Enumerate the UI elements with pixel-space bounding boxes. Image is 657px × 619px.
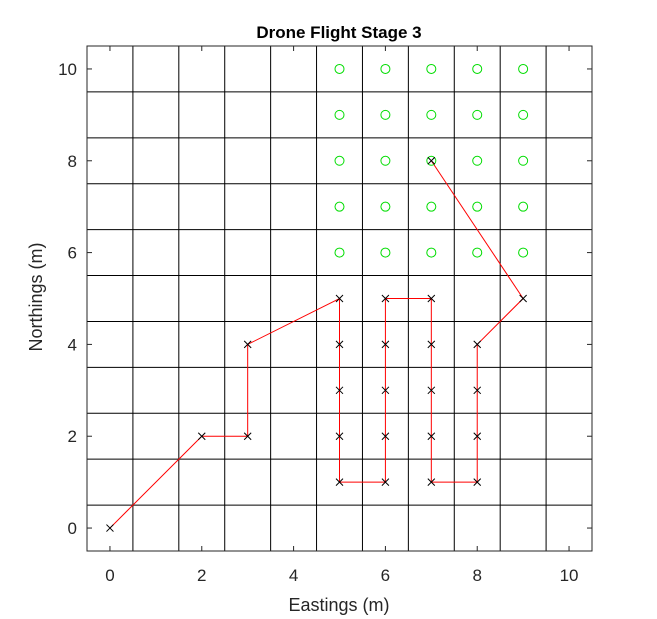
target-marker	[380, 201, 391, 212]
waypoint-marker	[381, 478, 390, 486]
waypoint-stroke	[106, 524, 114, 532]
target-marker	[380, 155, 391, 166]
waypoint-stroke	[243, 340, 252, 349]
target-marker	[426, 63, 437, 74]
waypoint-stroke	[381, 478, 390, 486]
waypoint-marker	[335, 294, 344, 303]
waypoint-stroke	[381, 340, 390, 349]
waypoint-marker	[427, 432, 436, 441]
waypoint-marker	[243, 432, 252, 441]
waypoint-marker	[106, 524, 114, 532]
waypoint-stroke	[197, 432, 206, 441]
target-marker	[380, 109, 391, 120]
waypoint-marker	[243, 340, 252, 349]
waypoint-marker	[335, 432, 344, 441]
waypoint-marker	[473, 386, 482, 395]
target-marker	[426, 201, 437, 212]
waypoint-marker	[197, 432, 206, 441]
target-marker	[334, 201, 345, 212]
waypoint-stroke	[427, 386, 436, 395]
target-marker	[426, 247, 437, 258]
target-marker	[518, 155, 529, 166]
waypoint-marker	[381, 294, 390, 303]
waypoint-marker	[427, 478, 436, 486]
target-marker	[334, 155, 345, 166]
waypoint-marker	[473, 432, 482, 441]
waypoint-stroke	[335, 294, 344, 303]
target-marker	[518, 247, 529, 258]
waypoint-stroke	[427, 156, 436, 165]
waypoint-marker	[427, 340, 436, 349]
axes	[86, 45, 593, 552]
waypoint-marker	[381, 432, 390, 441]
waypoint-stroke	[473, 340, 482, 349]
y-tick-label: 2	[68, 427, 77, 446]
waypoint-stroke	[335, 478, 344, 486]
waypoint-stroke	[381, 432, 390, 441]
waypoint-stroke	[335, 386, 344, 395]
y-axis-label: Northings (m)	[26, 242, 46, 351]
target-marker	[380, 247, 391, 258]
waypoint-marker	[473, 478, 482, 486]
x-tick-label: 2	[197, 566, 206, 585]
target-marker	[472, 247, 483, 258]
waypoint-marker	[473, 340, 482, 349]
waypoint-marker	[335, 340, 344, 349]
x-tick-label: 8	[472, 566, 481, 585]
target-markers	[334, 63, 529, 258]
tick-labels: 0 2 4 6 8 10 0 2 4 6 8 10	[58, 60, 578, 585]
waypoint-stroke	[243, 432, 252, 441]
waypoint-stroke	[427, 294, 436, 303]
target-marker	[334, 63, 345, 74]
y-tick-label: 10	[58, 60, 77, 79]
waypoint-stroke	[519, 294, 527, 303]
waypoint-marker	[519, 294, 527, 303]
y-tick-label: 8	[68, 152, 77, 171]
waypoint-markers	[106, 156, 527, 532]
waypoint-marker	[335, 386, 344, 395]
waypoint-stroke	[427, 340, 436, 349]
waypoint-stroke	[473, 386, 482, 395]
target-marker	[518, 201, 529, 212]
target-marker	[518, 109, 529, 120]
axes-box	[86, 45, 593, 552]
target-marker	[426, 155, 437, 166]
x-axis-label: Eastings (m)	[288, 595, 389, 615]
y-tick-label: 0	[68, 519, 77, 538]
target-marker	[380, 63, 391, 74]
waypoint-marker	[335, 478, 344, 486]
waypoint-marker	[427, 156, 436, 165]
chart-title: Drone Flight Stage 3	[256, 23, 421, 42]
target-marker	[334, 109, 345, 120]
waypoint-stroke	[381, 294, 390, 303]
target-marker	[472, 109, 483, 120]
waypoint-stroke	[473, 478, 482, 486]
x-tick-label: 4	[289, 566, 298, 585]
waypoint-marker	[381, 386, 390, 395]
waypoint-stroke	[335, 432, 344, 441]
waypoint-stroke	[427, 432, 436, 441]
target-marker	[518, 63, 529, 74]
x-tick-label: 10	[560, 566, 579, 585]
target-marker	[334, 247, 345, 258]
target-marker	[426, 109, 437, 120]
y-tick-label: 4	[68, 335, 77, 354]
x-tick-label: 0	[105, 566, 114, 585]
waypoint-stroke	[335, 340, 344, 349]
waypoint-marker	[427, 294, 436, 303]
target-marker	[472, 155, 483, 166]
waypoint-stroke	[381, 386, 390, 395]
waypoint-marker	[427, 386, 436, 395]
x-tick-label: 6	[381, 566, 390, 585]
y-tick-label: 6	[68, 244, 77, 263]
waypoint-stroke	[473, 432, 482, 441]
waypoint-marker	[381, 340, 390, 349]
target-marker	[472, 201, 483, 212]
waypoint-stroke	[427, 478, 436, 486]
target-marker	[472, 63, 483, 74]
